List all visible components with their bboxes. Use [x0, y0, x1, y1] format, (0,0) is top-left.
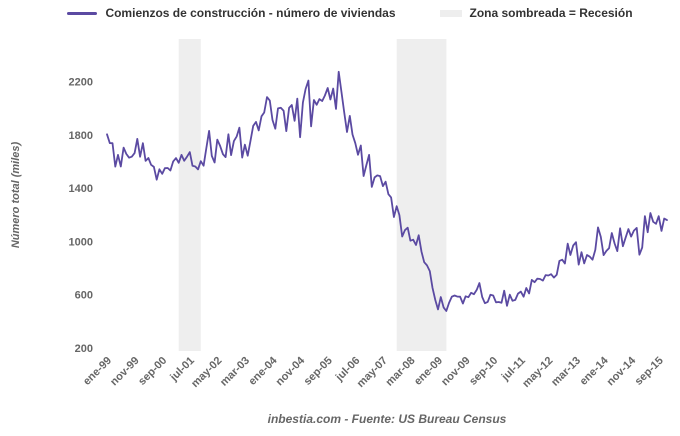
y-tick-label: 1800: [69, 130, 93, 142]
x-tick-label: may-02: [189, 355, 224, 390]
line-swatch-icon: [67, 11, 98, 15]
recession-band: [178, 39, 201, 351]
y-tick-label: 2200: [69, 77, 93, 89]
source-credit: inbestia.com - Fuente: US Bureau Census: [267, 412, 507, 426]
x-tick-label: nov-09: [439, 355, 473, 389]
chart-legend: Comienzos de construcción - número de vi…: [60, 6, 640, 20]
x-tick-label: nov-14: [605, 354, 639, 388]
x-tick-label: mar-08: [384, 355, 418, 389]
x-tick-label: ene-09: [412, 355, 445, 388]
x-tick-label: sep-05: [302, 355, 335, 388]
y-tick-label: 200: [75, 343, 93, 355]
housing-starts-line: [106, 70, 668, 312]
legend-item-recession[interactable]: Zona sombreada = Recesión: [439, 6, 633, 20]
x-tick-label: sep-10: [467, 355, 500, 388]
legend-band-label: Zona sombreada = Recesión: [469, 6, 633, 20]
x-tick-label: nov-99: [108, 355, 142, 389]
y-tick-label: 1400: [69, 183, 93, 195]
x-tick-label: mar-13: [549, 355, 583, 389]
y-tick-label: 1000: [69, 236, 93, 248]
y-tick-label: 600: [75, 290, 93, 302]
band-swatch-icon: [439, 9, 462, 17]
x-tick-label: ene-99: [81, 355, 114, 388]
x-tick-label: nov-04: [274, 354, 308, 388]
x-tick-label: sep-15: [633, 355, 666, 388]
legend-item-series[interactable]: Comienzos de construcción - número de vi…: [67, 6, 396, 20]
x-tick-label: may-12: [520, 355, 555, 390]
legend-series-label: Comienzos de construcción - número de vi…: [105, 6, 396, 20]
x-tick-label: may-07: [355, 355, 390, 390]
x-tick-label: mar-03: [218, 355, 252, 389]
x-tick-label: sep-00: [136, 355, 169, 388]
recession-band: [396, 39, 447, 351]
x-tick-label: ene-04: [246, 354, 280, 388]
